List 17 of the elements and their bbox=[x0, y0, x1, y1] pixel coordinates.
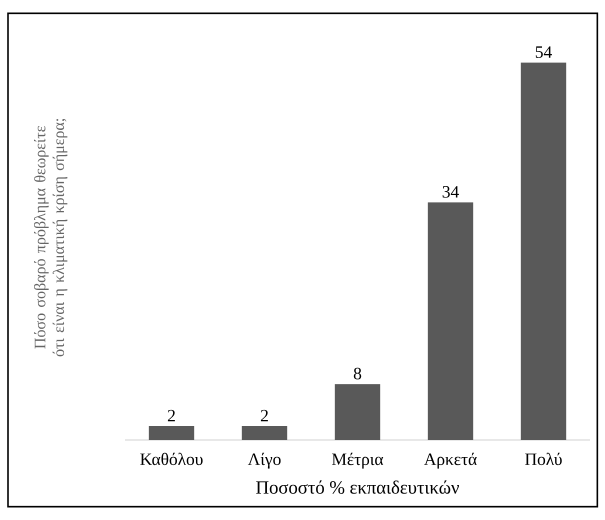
x-tick-label: Αρκετά bbox=[424, 452, 477, 469]
y-axis-title: Πόσο σοβαρό πρόβλημα θεωρείτε ότι είναι η κλιματική κρίση σήμερα; bbox=[34, 118, 68, 356]
bar bbox=[428, 202, 474, 440]
x-tick-label: Πολύ bbox=[525, 452, 562, 466]
x-tick-label: Λίγο bbox=[248, 452, 281, 469]
data-label: 2 bbox=[168, 410, 175, 422]
bar bbox=[334, 384, 380, 440]
bar bbox=[242, 426, 288, 440]
x-axis-title: Ποσοστό % εκπαιδευτικών bbox=[256, 480, 460, 494]
data-label: 8 bbox=[354, 368, 362, 380]
bar bbox=[520, 62, 566, 440]
data-label: 54 bbox=[536, 46, 552, 58]
data-label: 34 bbox=[442, 186, 459, 198]
x-tick-label: Μέτρια bbox=[332, 452, 384, 469]
x-tick-label: Καθόλου bbox=[140, 452, 203, 466]
data-label: 2 bbox=[260, 410, 268, 422]
bar bbox=[148, 426, 194, 440]
